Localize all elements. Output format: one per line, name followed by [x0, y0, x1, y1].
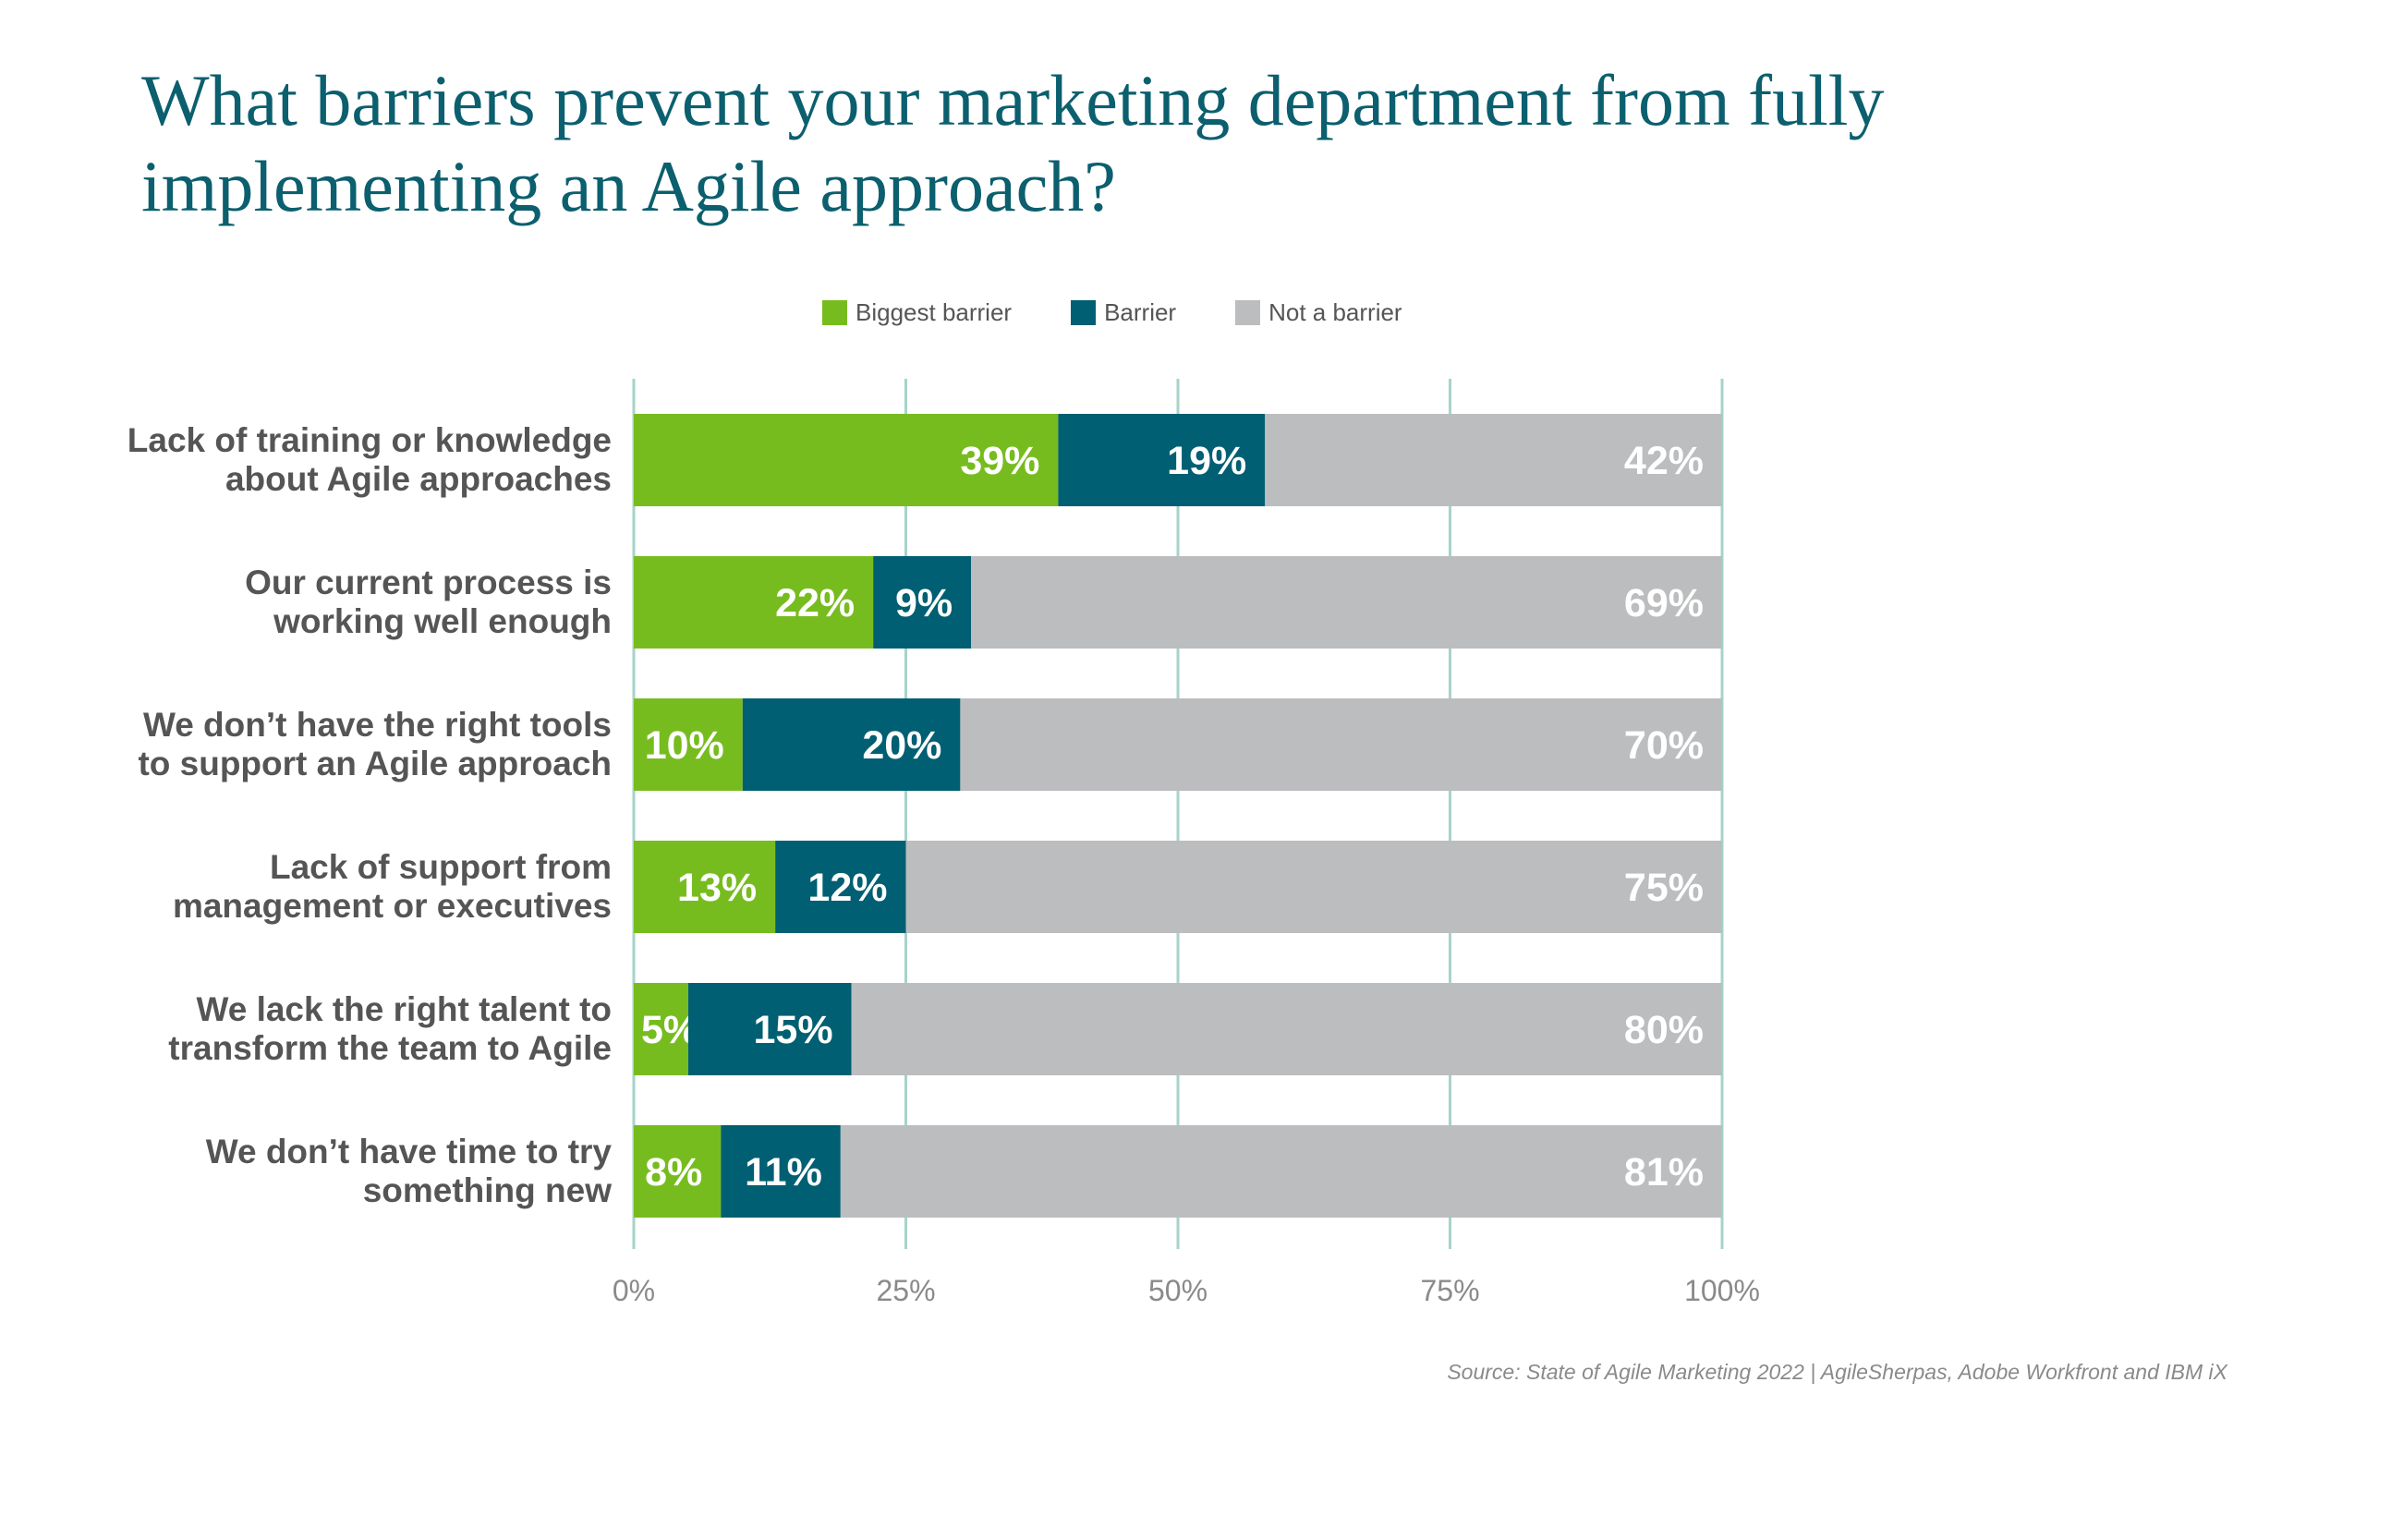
legend-label-barrier: Barrier: [1104, 297, 1177, 326]
legend-label-biggest-barrier: Biggest barrier: [856, 297, 1013, 326]
data-label-biggest-barrier-4: 13%: [677, 866, 757, 910]
data-label-biggest-barrier-2: 22%: [775, 581, 855, 625]
bar-barrier-1: [1058, 414, 1266, 506]
bar-not-a-barrier-6: [840, 1125, 1722, 1218]
category-label-line: working well enough: [273, 602, 612, 640]
data-label-biggest-barrier-3: 10%: [645, 723, 724, 768]
data-label-barrier-5: 15%: [754, 1008, 833, 1052]
data-label-not-a-barrier-3: 70%: [1624, 723, 1704, 768]
category-label-4: Lack of support from management or execut…: [94, 848, 612, 926]
data-label-not-a-barrier-2: 69%: [1624, 581, 1704, 625]
title-line-2: implementing an Agile approach?: [141, 146, 1116, 226]
chart-title: What barriers prevent your marketing dep…: [141, 57, 2312, 229]
bar-biggest-barrier-2: [634, 556, 874, 649]
data-label-not-a-barrier-4: 75%: [1624, 866, 1704, 910]
x-tick-label-75: 75%: [1420, 1274, 1479, 1307]
data-label-biggest-barrier-6: 8%: [645, 1150, 702, 1194]
legend-swatch-not-a-barrier: [1235, 299, 1261, 325]
category-label-line: management or executives: [172, 887, 612, 925]
bar-biggest-barrier-4: [634, 841, 776, 933]
category-label-line: We don’t have time to try: [205, 1133, 612, 1170]
title-line-1: What barriers prevent your marketing dep…: [141, 60, 1885, 140]
bar-biggest-barrier-5: [634, 983, 688, 1075]
category-label-line: about Agile approaches: [225, 460, 612, 498]
data-label-biggest-barrier-1: 39%: [960, 439, 1039, 483]
category-label-line: something new: [362, 1171, 612, 1209]
data-label-barrier-6: 11%: [745, 1150, 822, 1194]
legend-item-barrier: Barrier: [1071, 298, 1176, 327]
data-label-barrier-1: 19%: [1167, 439, 1246, 483]
source-note: Source: State of Agile Marketing 2022 | …: [1447, 1360, 2227, 1384]
data-label-barrier-4: 12%: [807, 866, 887, 910]
bar-not-a-barrier-1: [1265, 414, 1722, 506]
legend-label-not-a-barrier: Not a barrier: [1268, 297, 1402, 326]
legend: Biggest barrier Barrier Not a barrier: [822, 294, 1402, 331]
legend-item-not-a-barrier: Not a barrier: [1235, 298, 1402, 327]
category-label-line: transform the team to Agile: [168, 1029, 612, 1067]
bar-biggest-barrier-1: [634, 414, 1059, 506]
category-label-line: We lack the right talent to: [196, 990, 612, 1028]
x-tick-label-100: 100%: [1684, 1274, 1760, 1307]
category-label-line: Our current process is: [245, 564, 612, 601]
bar-not-a-barrier-2: [971, 556, 1722, 649]
category-label-5: We lack the right talent to transform the…: [94, 990, 612, 1068]
bar-biggest-barrier-6: [634, 1125, 722, 1218]
category-label-3: We don’t have the right tools to support …: [94, 706, 612, 783]
bar-barrier-6: [721, 1125, 841, 1218]
data-label-not-a-barrier-1: 42%: [1624, 439, 1704, 483]
bar-barrier-3: [742, 698, 961, 791]
category-label-1: Lack of training or knowledge about Agile…: [94, 421, 612, 499]
x-tick-label-0: 0%: [613, 1274, 655, 1307]
data-label-barrier-3: 20%: [862, 723, 941, 768]
bar-barrier-2: [873, 556, 972, 649]
bar-barrier-5: [687, 983, 852, 1075]
bar-not-a-barrier-3: [960, 698, 1722, 791]
bar-not-a-barrier-4: [905, 841, 1722, 933]
category-label-6: We don’t have time to try something new: [94, 1133, 612, 1210]
category-label-2: Our current process is working well enoug…: [94, 564, 612, 641]
legend-swatch-biggest-barrier: [822, 299, 847, 325]
category-label-line: Lack of training or knowledge: [127, 421, 612, 459]
x-tick-label-50: 50%: [1148, 1274, 1208, 1307]
data-label-barrier-2: 9%: [895, 581, 953, 625]
data-label-not-a-barrier-5: 80%: [1624, 1008, 1704, 1052]
x-tick-label-25: 25%: [876, 1274, 935, 1307]
bar-biggest-barrier-3: [634, 698, 743, 791]
category-label-line: to support an Agile approach: [138, 745, 612, 782]
legend-item-biggest-barrier: Biggest barrier: [822, 298, 1012, 327]
bar-not-a-barrier-5: [851, 983, 1722, 1075]
category-label-line: We don’t have the right tools: [142, 706, 612, 744]
category-label-line: Lack of support from: [269, 848, 612, 886]
bar-barrier-4: [775, 841, 906, 933]
data-label-not-a-barrier-6: 81%: [1624, 1150, 1704, 1194]
legend-swatch-barrier: [1071, 299, 1097, 325]
